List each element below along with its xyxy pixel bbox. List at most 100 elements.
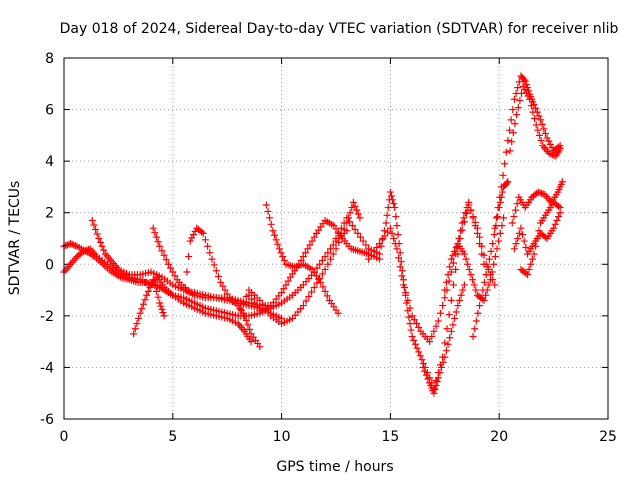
data-point bbox=[373, 244, 381, 252]
data-point bbox=[81, 247, 89, 255]
series-pass-14 bbox=[469, 178, 512, 340]
data-point bbox=[297, 256, 305, 264]
data-point bbox=[436, 309, 444, 317]
data-point bbox=[244, 321, 252, 329]
data-point bbox=[217, 278, 225, 286]
data-point bbox=[275, 245, 283, 253]
data-point bbox=[397, 258, 405, 266]
data-point bbox=[154, 293, 162, 301]
data-point bbox=[321, 265, 329, 273]
data-point bbox=[433, 378, 441, 386]
data-point bbox=[465, 198, 473, 206]
data-point bbox=[199, 229, 207, 237]
data-point bbox=[543, 134, 551, 142]
data-point bbox=[480, 260, 488, 268]
data-point bbox=[304, 245, 312, 253]
data-point bbox=[458, 226, 466, 234]
data-point bbox=[418, 356, 426, 364]
data-point bbox=[349, 198, 357, 206]
data-point bbox=[93, 230, 101, 238]
data-point bbox=[221, 286, 229, 294]
data-point bbox=[469, 276, 477, 284]
data-point bbox=[264, 207, 272, 215]
data-point bbox=[493, 245, 501, 253]
data-point bbox=[356, 233, 364, 241]
data-point bbox=[250, 299, 258, 307]
data-point bbox=[248, 295, 256, 303]
data-point bbox=[386, 188, 394, 196]
data-point bbox=[504, 178, 512, 186]
data-point bbox=[491, 281, 499, 289]
data-point bbox=[157, 302, 165, 310]
data-point bbox=[512, 206, 520, 214]
data-point bbox=[392, 213, 400, 221]
data-point bbox=[404, 296, 412, 304]
data-point bbox=[531, 115, 539, 123]
data-point bbox=[144, 287, 152, 295]
y-tick-label: 4 bbox=[45, 154, 54, 170]
chart-title: Day 018 of 2024, Sidereal Day-to-day VTE… bbox=[60, 21, 619, 37]
x-tick-label: 10 bbox=[273, 429, 291, 445]
data-point bbox=[318, 256, 326, 264]
data-point bbox=[158, 247, 166, 255]
data-point bbox=[351, 202, 359, 210]
data-point bbox=[504, 137, 512, 145]
data-point bbox=[98, 242, 106, 250]
data-point bbox=[461, 209, 469, 217]
data-point bbox=[406, 304, 414, 312]
data-point bbox=[451, 247, 459, 255]
data-point bbox=[527, 102, 535, 110]
data-point bbox=[465, 265, 473, 273]
series-pass-7 bbox=[262, 201, 342, 317]
data-point bbox=[428, 332, 436, 340]
data-point bbox=[310, 283, 318, 291]
data-point bbox=[444, 340, 452, 348]
data-point bbox=[316, 260, 324, 268]
data-point bbox=[71, 242, 79, 250]
data-point bbox=[398, 272, 406, 280]
data-point bbox=[472, 286, 480, 294]
data-point bbox=[278, 289, 286, 297]
data-point bbox=[486, 276, 494, 284]
data-point bbox=[506, 147, 514, 155]
data-point bbox=[299, 302, 307, 310]
data-point bbox=[469, 332, 477, 340]
data-point bbox=[256, 296, 264, 304]
data-point bbox=[343, 214, 351, 222]
data-point bbox=[206, 249, 214, 257]
data-point bbox=[167, 264, 175, 272]
data-point bbox=[460, 281, 468, 289]
data-point bbox=[515, 78, 523, 86]
data-point bbox=[181, 283, 189, 291]
data-point bbox=[308, 288, 316, 296]
data-point bbox=[313, 279, 321, 287]
data-point bbox=[442, 278, 450, 286]
data-point bbox=[485, 255, 493, 263]
data-point bbox=[496, 229, 504, 237]
data-point bbox=[354, 210, 362, 218]
data-point bbox=[522, 269, 530, 277]
data-point bbox=[156, 299, 164, 307]
data-point bbox=[277, 249, 285, 257]
data-point bbox=[449, 321, 457, 329]
data-point bbox=[489, 240, 497, 248]
data-point bbox=[204, 242, 212, 250]
data-point bbox=[474, 309, 482, 317]
x-tick-label: 15 bbox=[381, 429, 399, 445]
data-point bbox=[351, 225, 359, 233]
data-point bbox=[446, 263, 454, 271]
data-point bbox=[441, 294, 449, 302]
data-point bbox=[494, 204, 502, 212]
data-point bbox=[454, 302, 462, 310]
data-point bbox=[517, 224, 525, 232]
data-point bbox=[246, 325, 254, 333]
data-point bbox=[441, 353, 449, 361]
data-point bbox=[337, 224, 345, 232]
data-point bbox=[240, 299, 248, 307]
data-point bbox=[90, 221, 98, 229]
data-point bbox=[295, 260, 303, 268]
data-point bbox=[491, 224, 499, 232]
data-point bbox=[223, 290, 231, 298]
y-tick-label: -6 bbox=[40, 412, 54, 428]
